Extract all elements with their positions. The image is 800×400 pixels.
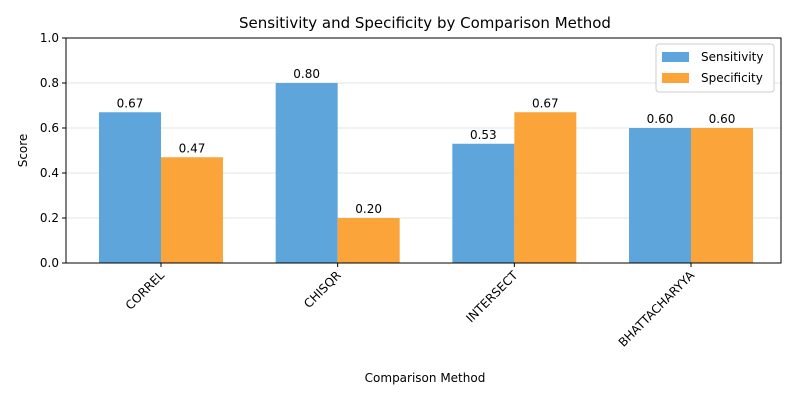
x-tick-label: CHISQR — [301, 268, 344, 311]
y-tick-label: 0.8 — [40, 76, 59, 90]
legend-swatch-sensitivity — [662, 52, 689, 62]
x-tick-label: CORREL — [123, 268, 168, 313]
bar-sensitivity-correl — [99, 112, 161, 263]
bar-sensitivity-intersect — [452, 143, 515, 263]
y-axis: 0.0 0.2 0.4 0.6 0.8 1.0 — [40, 31, 66, 270]
x-axis-label: Comparison Method — [365, 371, 486, 385]
bar-specificity-correl — [161, 157, 223, 263]
legend-label-sensitivity: Sensitivity — [701, 50, 763, 64]
y-tick-label: 0.6 — [40, 121, 59, 135]
x-tick-label: BHATTACHARYYA — [616, 268, 698, 350]
y-axis-label: Score — [16, 134, 30, 168]
bars — [99, 83, 754, 263]
data-label: 0.20 — [355, 202, 382, 216]
value-labels: 0.67 0.47 0.80 0.20 0.53 0.67 0.60 0.60 — [117, 67, 736, 216]
x-tick-label: INTERSECT — [463, 268, 521, 326]
bar-sensitivity-bhattacharyya — [629, 128, 692, 263]
data-label: 0.67 — [117, 96, 144, 110]
data-label: 0.53 — [470, 128, 497, 142]
data-label: 0.67 — [532, 96, 559, 110]
x-axis: CORREL CHISQR INTERSECT BHATTACHARYYA — [123, 263, 698, 350]
y-tick-label: 0.4 — [40, 166, 59, 180]
y-tick-label: 0.2 — [40, 211, 59, 225]
legend-swatch-specificity — [662, 73, 689, 83]
bar-specificity-bhattacharyya — [691, 128, 754, 263]
plot-frame — [65, 37, 782, 264]
data-label: 0.60 — [709, 112, 736, 126]
data-label: 0.60 — [647, 112, 674, 126]
legend: Sensitivity Specificity — [655, 43, 775, 93]
bar-sensitivity-chisqr — [275, 83, 338, 263]
chart-title: Sensitivity and Specificity by Compariso… — [239, 14, 611, 32]
y-tick-label: 0.0 — [40, 256, 59, 270]
y-tick-label: 1.0 — [40, 31, 59, 45]
data-label: 0.80 — [293, 67, 320, 81]
bar-specificity-chisqr — [337, 218, 400, 263]
bar-specificity-intersect — [514, 112, 577, 263]
legend-label-specificity: Specificity — [701, 71, 763, 85]
data-label: 0.47 — [179, 141, 206, 155]
